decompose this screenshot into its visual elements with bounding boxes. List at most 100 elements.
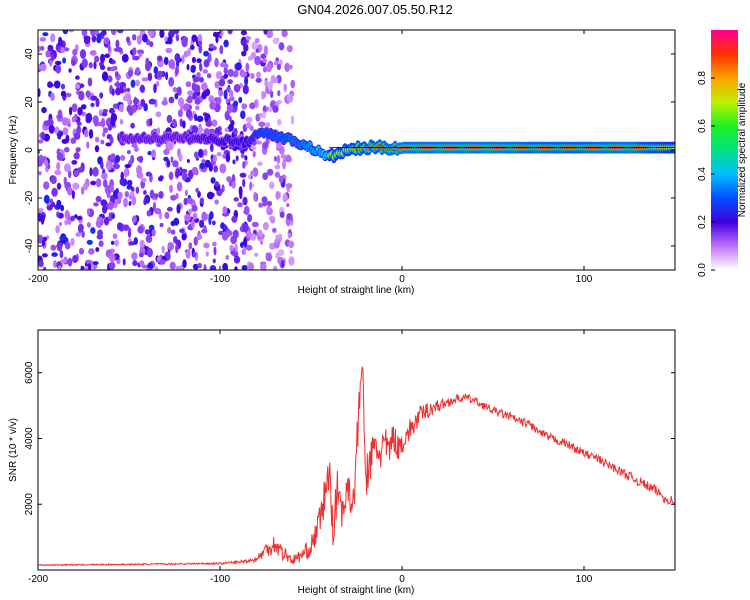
noise-cell [252,151,256,158]
noise-cell [262,58,267,64]
noise-cell [50,33,56,43]
noise-cell [98,240,104,247]
noise-cell [71,103,78,113]
noise-cell [263,91,267,99]
noise-cell [43,194,50,204]
noise-cell [127,230,132,238]
noise-cell [47,44,54,52]
noise-cell [254,99,258,108]
spectrogram-y-ticks: -40 -20 0 20 40 [24,48,675,253]
noise-cell [158,191,164,199]
noise-cell [278,42,285,51]
noise-cell [164,211,170,220]
x-tick-label: -100 [210,274,230,285]
noise-cell [228,123,234,132]
noise-cell [135,186,140,194]
noise-cell [149,41,154,48]
noise-cell [227,79,234,85]
noise-cell [60,204,64,212]
noise-cell [70,237,75,246]
noise-cell [147,150,152,156]
noise-cell [78,247,85,255]
noise-cell [65,92,72,98]
noise-cell [110,117,116,127]
noise-cell [50,244,57,251]
noise-cell [38,139,44,144]
noise-cell [256,71,261,79]
noise-cell [114,82,121,87]
noise-cell [219,61,227,68]
noise-cell [277,118,282,126]
noise-cell [71,116,76,123]
noise-cell [240,110,246,119]
noise-cell [182,120,186,129]
noise-cell [43,181,50,190]
noise-cell [186,159,190,163]
noise-cell [149,117,153,127]
noise-cell [191,125,199,134]
noise-cell [234,243,238,253]
noise-cell [241,248,246,256]
noise-cell [283,83,288,93]
noise-cell [227,68,234,77]
noise-cell [148,98,156,105]
noise-cell [77,223,84,232]
noise-cell [71,190,75,200]
noise-cell [119,81,127,88]
noise-cell [232,229,239,239]
noise-cell [140,177,147,183]
noise-cell [209,211,214,220]
noise-cell [88,129,94,139]
noise-cell [126,104,132,112]
noise-cell [95,247,100,252]
noise-cell [262,222,269,231]
noise-cell [122,258,126,266]
noise-cell [132,55,140,61]
noise-cell [212,241,217,247]
noise-cell [232,159,236,165]
noise-cell [266,200,273,207]
noise-cell [111,214,115,219]
noise-cell [211,220,216,226]
noise-cell [175,65,179,76]
noise-cell [41,107,47,114]
noise-cell [278,175,284,184]
colorbar-tick-label: 0.4 [697,167,708,181]
noise-cell [183,103,190,112]
noise-cell [265,122,271,128]
noise-cell [39,63,47,72]
noise-cell [223,66,228,75]
noise-cell [208,43,215,49]
noise-cell [38,154,44,163]
noise-cell [272,265,278,270]
noise-cell [76,216,83,221]
spectrogram-y-label: Frequency (Hz) [8,116,19,185]
noise-cell [91,35,97,43]
noise-cell [266,205,272,214]
noise-cell [76,121,82,127]
noise-cell [222,206,228,215]
noise-cell [173,30,180,35]
noise-cell [191,82,197,92]
noise-cell [191,204,198,212]
noise-cell [175,168,181,178]
noise-cell [64,163,71,173]
noise-cell [184,189,188,197]
noise-cell [126,150,131,155]
noise-cell [180,168,188,174]
noise-cell [121,53,129,63]
noise-cell [178,265,184,270]
noise-cell [240,71,248,78]
noise-cell [105,160,112,171]
noise-cell [126,87,131,93]
noise-cell [234,266,238,270]
noise-cell [61,117,69,126]
noise-cell [69,106,73,116]
noise-cell [131,195,137,206]
noise-cell [233,127,238,136]
noise-cell [148,224,155,231]
noise-cell [45,167,49,173]
noise-cell [59,221,62,227]
noise-cell [57,265,62,270]
